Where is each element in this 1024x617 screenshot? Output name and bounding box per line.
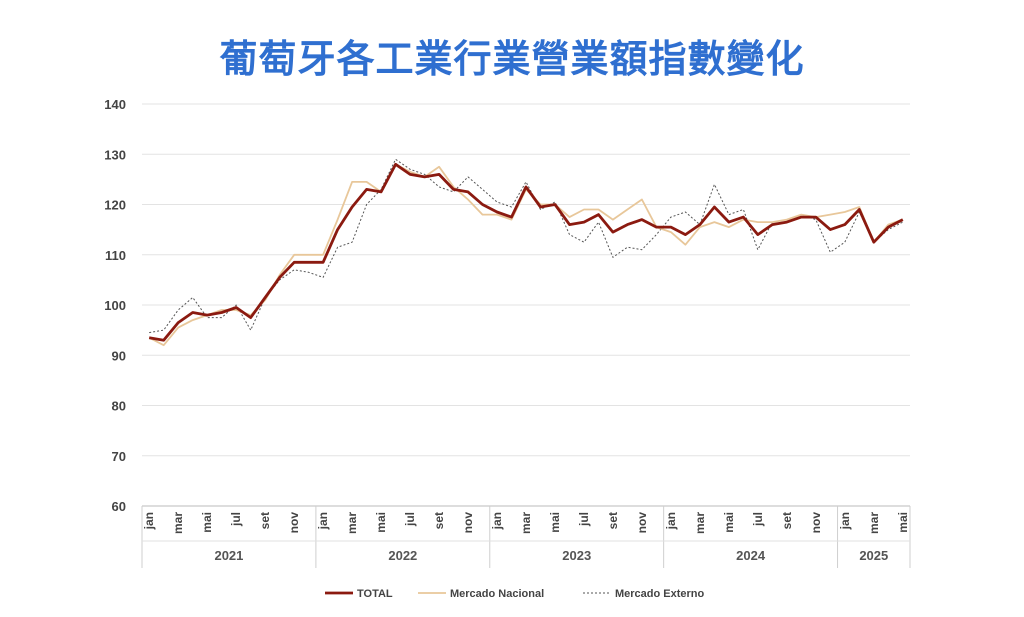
y-tick-label: 110 [105,248,126,263]
x-tick-label: set [606,512,620,529]
chart-title: 葡萄牙各工業行業營業額指數變化 [219,36,805,81]
year-label: 2024 [736,548,766,563]
x-tick-label: jul [229,512,243,527]
series-line-mercado-externo [149,158,904,334]
x-axis: jan mar mai jul set nov 2021 jan mar mai jul set nov… [141,506,911,568]
legend-label: Mercado Nacional [450,588,544,600]
x-tick-label: nov [287,512,301,534]
series-line-total [148,162,904,342]
x-tick-label: set [432,512,446,529]
x-tick-label: mar [867,512,881,534]
x-tick-label: mar [171,512,185,534]
x-tick-label: nov [635,512,649,534]
x-tick-label: jan [838,512,852,530]
x-tick-label: nov [461,512,475,534]
x-tick-label: jan [316,512,330,530]
x-tick-label: mai [896,512,910,533]
x-tick-label: mai [722,512,736,533]
x-tick-label: mai [548,512,562,533]
x-tick-label: jul [577,512,591,527]
legend-label: Mercado Externo [615,588,705,600]
x-tick-label: jan [664,512,678,530]
x-tick-label: mai [374,512,388,533]
y-tick-label: 70 [112,449,126,464]
x-tick-label: jan [142,512,156,530]
year-label: 2023 [562,548,591,563]
y-tick-label: 60 [112,499,126,514]
x-tick-label: jul [751,512,765,527]
y-tick-label: 130 [104,147,126,162]
y-tick-label: 100 [104,298,126,313]
legend-label: TOTAL [357,588,393,600]
x-tick-label: mai [200,512,214,533]
y-axis: 60 70 80 90 100 110 120 130 140 [104,97,126,514]
y-tick-label: 120 [104,198,126,213]
y-tick-label: 80 [112,399,126,414]
year-label: 2025 [859,548,888,563]
year-label: 2021 [214,548,243,563]
year-label: 2022 [388,548,417,563]
x-tick-label: mar [519,512,533,534]
gridlines [142,103,910,507]
x-tick-label: mar [345,512,359,534]
x-tick-label: nov [809,512,823,534]
x-tick-label: set [258,512,272,529]
y-tick-label: 90 [112,348,126,363]
y-tick-label: 140 [104,97,126,112]
x-tick-label: mar [693,512,707,534]
x-tick-label: set [780,512,794,529]
x-tick-label: jan [490,512,504,530]
legend: TOTAL Mercado Nacional Mercado Externo [325,588,705,600]
x-tick-label: jul [403,512,417,527]
series-lines [148,158,904,347]
